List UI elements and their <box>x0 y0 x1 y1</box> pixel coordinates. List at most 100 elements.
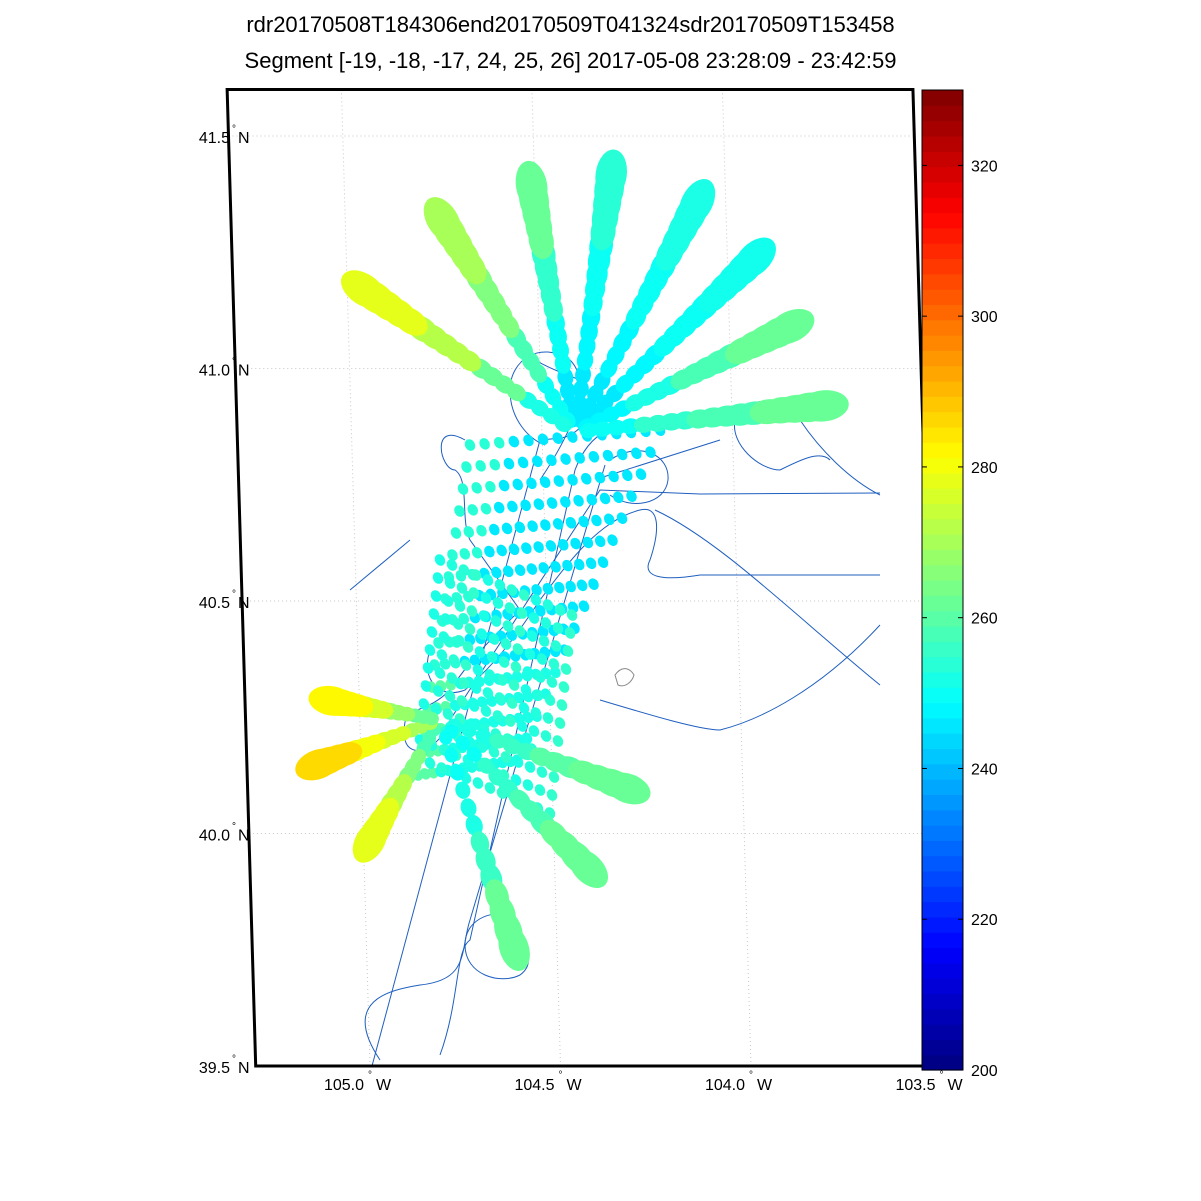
footprint <box>428 608 440 620</box>
footprint <box>470 682 482 694</box>
colorbar-segment <box>922 442 963 459</box>
footprint <box>548 771 560 783</box>
colorbar-segment <box>922 1008 963 1025</box>
colorbar-segment <box>922 840 963 857</box>
colorbar-segment <box>922 212 963 229</box>
colorbar-segment <box>922 947 963 964</box>
colorbar-segment <box>922 962 963 979</box>
footprint <box>476 524 487 537</box>
colorbar-segment <box>922 656 963 673</box>
degree-mark: ° <box>559 1070 563 1081</box>
footprint <box>523 434 534 447</box>
footprint <box>532 455 543 468</box>
lon-label: 103.5 ° W <box>895 1070 963 1094</box>
footprint <box>469 654 481 667</box>
footprint <box>521 732 533 744</box>
footprint <box>506 697 518 709</box>
footprint <box>552 432 563 444</box>
footprint <box>489 523 500 536</box>
footprint <box>568 848 609 889</box>
footprint <box>422 662 434 674</box>
footprint <box>514 564 526 576</box>
colorbar-segment <box>922 901 963 918</box>
footprint <box>565 580 576 593</box>
colorbar-segment <box>922 227 963 244</box>
footprint <box>552 735 564 747</box>
footprint <box>626 490 637 502</box>
footprint <box>486 651 498 663</box>
footprint <box>622 469 633 482</box>
footprint <box>578 515 589 528</box>
lon-label-hemisphere: W <box>376 1077 392 1094</box>
degree-mark: ° <box>232 589 236 600</box>
footprint <box>504 602 516 614</box>
footprint <box>573 494 584 507</box>
footprint <box>498 656 510 668</box>
footprint <box>471 482 482 494</box>
footprint <box>498 925 530 971</box>
footprint <box>536 766 548 778</box>
footprint <box>439 658 451 670</box>
lat-label-hemisphere: N <box>238 363 250 380</box>
footprint <box>540 730 552 742</box>
lon-label: 104.0 ° W <box>705 1070 773 1094</box>
colorbar-segment <box>922 518 963 535</box>
footprint <box>508 679 520 691</box>
footprint <box>518 589 530 601</box>
colorbar-segment <box>922 319 963 336</box>
footprint <box>528 612 540 624</box>
colorbar-segment <box>922 595 963 612</box>
colorbar-segment <box>922 488 963 505</box>
footprint <box>506 584 518 596</box>
colorbar-segment <box>922 932 963 949</box>
degree-mark: ° <box>232 357 236 368</box>
footprint <box>546 454 557 466</box>
footprint <box>340 270 387 309</box>
footprint <box>540 519 551 531</box>
colorbar-segment <box>922 90 963 106</box>
footprint <box>586 493 598 506</box>
footprint <box>444 577 456 589</box>
colorbar-segment <box>922 472 963 489</box>
lon-label: 104.5 ° W <box>514 1070 582 1094</box>
footprint <box>528 725 540 737</box>
footprint <box>526 477 537 490</box>
footprint <box>454 505 465 517</box>
footprint <box>488 746 500 758</box>
footprint <box>579 423 598 439</box>
footprint <box>485 480 496 493</box>
footprint <box>494 579 506 591</box>
colorbar-tick-label: 200 <box>971 1063 998 1080</box>
footprint <box>542 712 554 724</box>
degree-mark: ° <box>749 1070 753 1081</box>
footprint <box>450 527 462 539</box>
footprint <box>457 483 469 495</box>
footprint <box>468 700 480 712</box>
footprint <box>500 751 512 763</box>
footprint <box>522 666 534 678</box>
footprint <box>578 600 590 612</box>
footprint <box>560 453 571 465</box>
footprint <box>493 501 505 514</box>
colorbar-segment <box>922 350 963 367</box>
footprint <box>582 536 594 549</box>
footprint <box>440 613 452 625</box>
footprint <box>472 777 484 789</box>
footprint <box>496 674 508 686</box>
lon-label-value: 104.5 <box>514 1077 554 1094</box>
lat-label-value: 39.5 <box>199 1060 230 1077</box>
footprint <box>593 421 612 437</box>
footprint <box>573 379 589 399</box>
footprint <box>447 549 458 561</box>
footprint <box>295 748 341 781</box>
footprint <box>553 475 565 487</box>
lat-label: 41.0°N <box>199 357 250 380</box>
footprint <box>464 623 476 635</box>
footprint <box>449 764 465 781</box>
footprint <box>442 595 454 607</box>
footprint <box>467 504 478 516</box>
footprint <box>574 452 585 464</box>
footprint <box>552 518 564 530</box>
footprint <box>530 594 542 606</box>
